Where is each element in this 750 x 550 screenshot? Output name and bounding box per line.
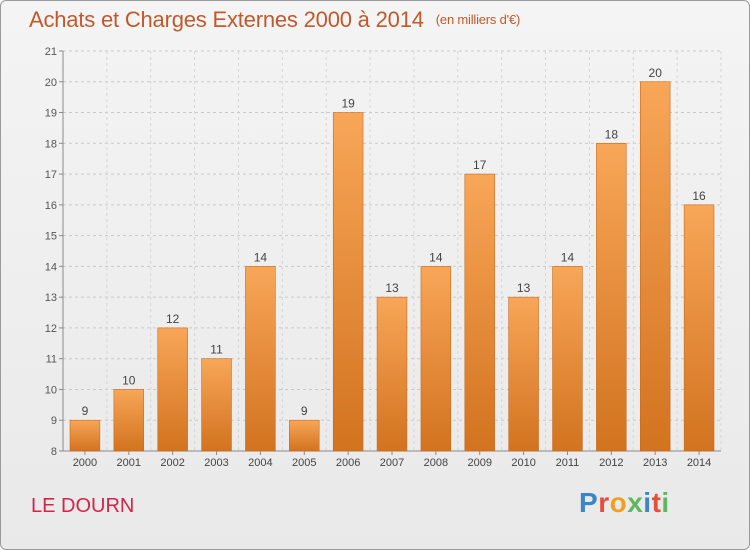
bar-2013	[639, 81, 671, 452]
bar-2008	[420, 266, 452, 452]
value-label-2011: 14	[561, 250, 575, 264]
x-tick-label-2002: 2002	[160, 457, 184, 469]
value-label-2006: 19	[341, 97, 355, 111]
y-tick-label: 10	[45, 384, 57, 396]
chart-title: Achats et Charges Externes 2000 à 2014 (e…	[29, 7, 520, 33]
value-label-2008: 14	[429, 250, 443, 264]
value-label-2009: 17	[473, 158, 487, 172]
x-tick-label-2000: 2000	[73, 457, 97, 469]
value-label-2005: 9	[301, 404, 308, 418]
y-tick-label: 15	[45, 231, 57, 243]
label-layer: 9 10 12 11 14 9 19 13 14 17 13 14 18 20 16	[82, 66, 706, 418]
bar-2007	[376, 296, 408, 452]
y-tick-label: 20	[45, 77, 57, 89]
x-tick-label-2008: 2008	[424, 457, 448, 469]
x-tick-label-2011: 2011	[556, 457, 580, 469]
value-label-2002: 12	[166, 312, 180, 326]
y-tick-label: 8	[51, 446, 57, 458]
x-tick-label-2006: 2006	[336, 457, 360, 469]
bar-2010	[508, 296, 539, 452]
logo-letter: r	[598, 487, 610, 518]
value-label-2003: 11	[210, 343, 223, 357]
bar-2011	[552, 266, 583, 452]
value-label-2000: 9	[82, 404, 89, 418]
y-tick-label: 17	[45, 169, 57, 181]
y-tick-label: 11	[46, 354, 57, 366]
x-tick-label-2001: 2001	[117, 457, 141, 469]
bar-2005	[289, 419, 320, 452]
logo-letter: x	[627, 487, 644, 518]
bar-2003	[201, 358, 232, 452]
y-tick-label: 13	[45, 292, 57, 304]
value-label-2010: 13	[517, 281, 531, 295]
x-tick-label-2010: 2010	[511, 457, 535, 469]
x-tick-label-2005: 2005	[292, 457, 316, 469]
x-tick-label-2013: 2013	[643, 457, 667, 469]
city-name: LE DOURN	[31, 495, 135, 517]
logo-letter: o	[609, 487, 628, 518]
x-tick-label-2012: 2012	[599, 457, 623, 469]
y-tick-label: 14	[45, 261, 57, 273]
y-tick-label: 9	[51, 415, 57, 427]
logo-letter: i	[643, 487, 652, 518]
bar-2014	[683, 204, 715, 452]
value-label-2014: 16	[692, 189, 706, 203]
y-tick-label: 18	[45, 138, 57, 150]
chart-unit-text: (en milliers d'€)	[435, 12, 521, 27]
logo-letter: t	[651, 487, 662, 518]
value-label-2012: 18	[605, 127, 619, 141]
bar-2001	[113, 389, 145, 452]
logo-letter: i	[661, 487, 670, 518]
bar-2004	[245, 266, 276, 452]
bar-2006	[332, 112, 364, 452]
y-tick-label: 21	[45, 46, 57, 58]
x-tick-label-2004: 2004	[248, 457, 272, 469]
bar-2009	[464, 173, 495, 452]
y-tick-label: 16	[45, 200, 57, 212]
value-label-2004: 14	[254, 250, 268, 264]
y-tick-label: 19	[45, 108, 57, 120]
y-tick-label: 12	[45, 323, 57, 335]
bar-2002	[157, 327, 188, 452]
chart-title-text: Achats et Charges Externes 2000 à 2014	[29, 7, 424, 32]
bar-2000	[69, 419, 101, 452]
x-tick-label-2007: 2007	[380, 457, 404, 469]
proxiti-logo[interactable]: Proxiti	[579, 487, 670, 519]
value-label-2001: 10	[122, 373, 136, 387]
logo-letter: P	[579, 487, 599, 518]
value-label-2007: 13	[385, 281, 399, 295]
x-tick-label-2003: 2003	[204, 457, 228, 469]
bar-layer	[69, 81, 715, 452]
x-tick-label-2014: 2014	[687, 457, 711, 469]
bar-2012	[596, 143, 627, 452]
value-label-2013: 20	[649, 66, 663, 80]
x-tick-label-2009: 2009	[467, 457, 491, 469]
